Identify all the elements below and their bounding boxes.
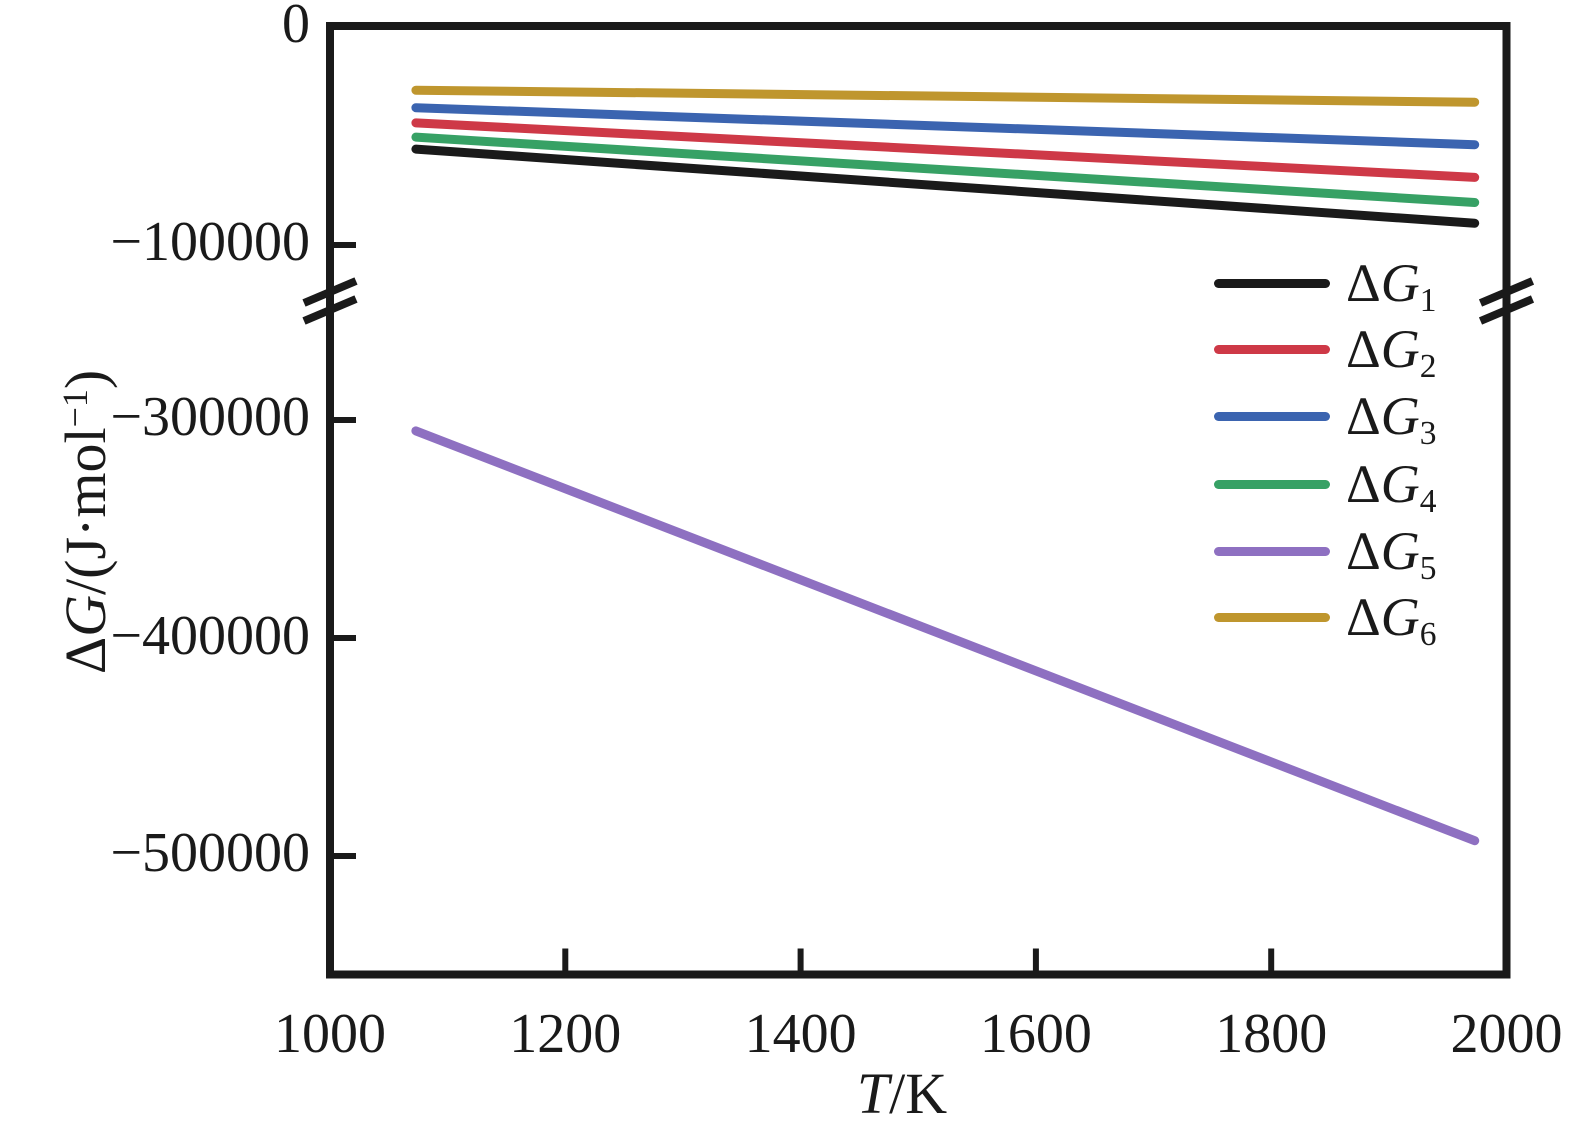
legend-line-sample-dg1	[1214, 278, 1330, 288]
x-tick-label-2000: 2000	[1450, 1003, 1563, 1065]
y-axis-exponent: −1	[55, 389, 96, 428]
legend-label-dg5: ΔG5	[1346, 521, 1436, 585]
legend-label-dg6: ΔG6	[1346, 587, 1436, 651]
subscript: 2	[1419, 348, 1437, 386]
y-tick-label-400000: −400000	[110, 605, 310, 667]
delta-symbol: Δ	[53, 636, 118, 675]
axis-break-mark-left-1	[302, 277, 358, 307]
g-symbol: G	[1380, 587, 1420, 647]
delta-symbol: Δ	[1346, 319, 1381, 379]
subscript: 5	[1419, 550, 1437, 588]
t-symbol: T	[856, 1061, 890, 1126]
delta-symbol: Δ	[1346, 521, 1381, 581]
legend-line-sample-dg5	[1214, 546, 1330, 556]
axis-break-mark-right-2	[1478, 295, 1535, 325]
x-axis-label: T/K	[857, 1065, 947, 1123]
g-symbol: G	[1380, 319, 1420, 379]
x-tick-label-1400: 1400	[744, 1003, 857, 1065]
series-line-dg4	[411, 132, 1480, 207]
delta-symbol: Δ	[1346, 454, 1381, 514]
subscript: 3	[1419, 415, 1437, 453]
plot-frame	[326, 22, 1511, 979]
g-symbol: G	[1380, 253, 1420, 313]
legend-line-sample-dg6	[1214, 612, 1330, 622]
subscript: 6	[1419, 616, 1437, 654]
series-line-dg3	[411, 103, 1480, 150]
legend-label-dg4: ΔG4	[1346, 454, 1436, 518]
legend-item-dg6: ΔG6	[1214, 584, 1436, 651]
y-tick-label-0: 0	[282, 0, 310, 55]
y-axis-units-close: )	[53, 369, 118, 390]
series-line-dg5	[411, 426, 1480, 846]
axis-break-mark-right-1	[1478, 277, 1535, 307]
legend-label-dg3: ΔG3	[1346, 386, 1436, 450]
legend-item-dg1: ΔG1	[1214, 250, 1436, 317]
y-tick-label-100000: −100000	[110, 211, 310, 273]
legend-label-dg2: ΔG2	[1346, 319, 1436, 383]
delta-symbol: Δ	[1346, 253, 1381, 313]
x-tick-label-1000: 1000	[274, 1003, 386, 1065]
legend-line-sample-dg3	[1214, 411, 1330, 421]
legend-line-sample-dg2	[1214, 344, 1330, 354]
legend-label-dg1: ΔG1	[1346, 253, 1436, 317]
legend-item-dg2: ΔG2	[1214, 316, 1436, 383]
y-tick-label-300000: −300000	[110, 386, 310, 448]
axis-break-mark-left-2	[302, 295, 358, 325]
g-symbol: G	[1380, 521, 1420, 581]
x-tick-label-1200: 1200	[509, 1003, 622, 1065]
legend-line-sample-dg4	[1214, 479, 1330, 489]
x-tick-label-1600: 1600	[979, 1003, 1092, 1065]
legend-item-dg4: ΔG4	[1214, 451, 1436, 518]
y-axis-units: /(J·mol	[53, 427, 118, 595]
y-tick-label-500000: −500000	[110, 822, 310, 884]
y-axis-label: ΔG/(J·mol−1)	[53, 370, 118, 674]
series-line-dg6	[411, 85, 1480, 107]
g-symbol: G	[1380, 454, 1420, 514]
g-symbol: G	[1380, 386, 1420, 446]
delta-symbol: Δ	[1346, 587, 1381, 647]
series-line-dg2	[411, 118, 1480, 182]
subscript: 4	[1419, 483, 1437, 521]
delta-symbol: Δ	[1346, 386, 1381, 446]
x-axis-units: /K	[889, 1061, 948, 1126]
legend-item-dg5: ΔG5	[1214, 518, 1436, 585]
x-tick-label-1800: 1800	[1215, 1003, 1328, 1065]
g-symbol: G	[53, 594, 118, 637]
legend-item-dg3: ΔG3	[1214, 383, 1436, 450]
subscript: 1	[1419, 282, 1437, 320]
series-line-dg1	[411, 144, 1480, 228]
